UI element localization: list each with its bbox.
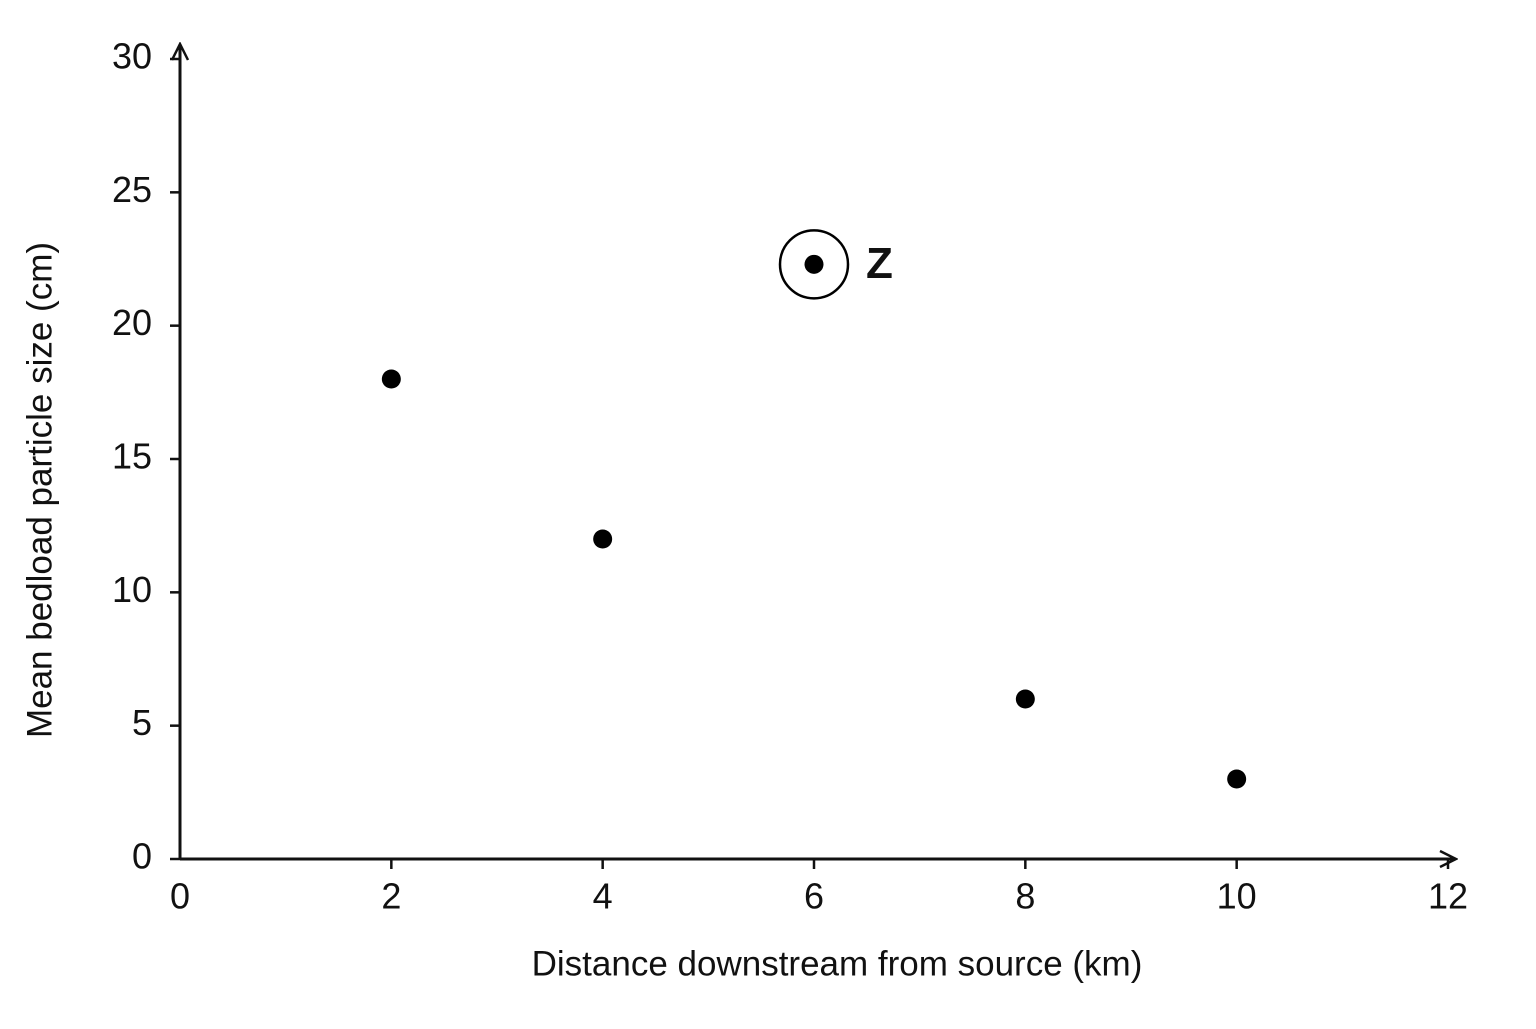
y-tick-label: 5 (132, 702, 152, 743)
y-tick-label: 10 (112, 569, 152, 610)
x-axis-title: Distance downstream from source (km) (532, 944, 1143, 983)
data-point (381, 369, 401, 389)
y-tick-label: 30 (112, 36, 152, 77)
data-point (804, 254, 824, 274)
data-point (593, 529, 613, 549)
y-tick-label: 0 (132, 836, 152, 877)
highlight-ring (778, 229, 850, 300)
x-tick-label: 4 (593, 876, 613, 917)
point-label: Z (866, 239, 893, 288)
x-tick-label: 8 (1015, 876, 1035, 917)
data-point (1227, 769, 1247, 789)
y-tick-label: 20 (112, 302, 152, 343)
data-point (1015, 689, 1035, 709)
x-tick-label: 10 (1217, 876, 1257, 917)
y-axis-title: Mean bedload particle size (cm) (20, 242, 59, 738)
y-tick-label: 25 (112, 169, 152, 210)
x-tick-label: 12 (1428, 876, 1468, 917)
x-tick-label: 2 (381, 876, 401, 917)
x-tick-label: 6 (804, 876, 824, 917)
y-tick-label: 15 (112, 436, 152, 477)
x-tick-label: 0 (170, 876, 190, 917)
